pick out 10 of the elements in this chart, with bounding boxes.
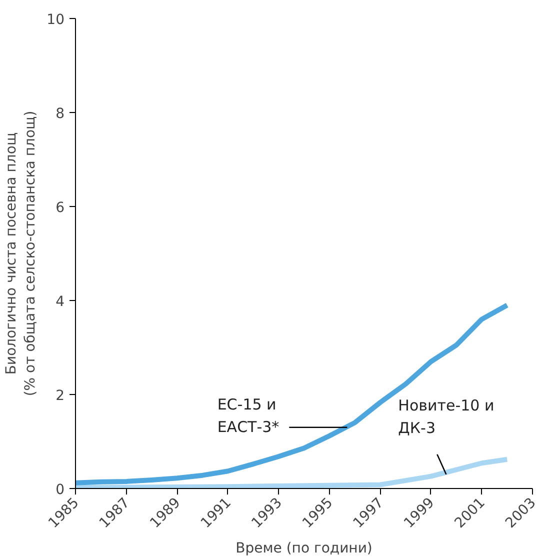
x-axis-title: Време (по години) xyxy=(236,540,372,556)
y-tick-label: 4 xyxy=(56,294,65,310)
annotation: ЕС-15 и ЕАСТ-3* xyxy=(217,395,280,436)
annotation: Новите-10 и ДК-3 xyxy=(398,396,494,437)
y-tick-label: 8 xyxy=(56,106,65,122)
y-tick-label: 2 xyxy=(56,388,65,404)
y-axis-title: Биологично чиста посевна площ (% от общата селско-стопанска площ) xyxy=(3,110,39,396)
y-tick-label: 0 xyxy=(56,482,65,498)
y-tick-label: 10 xyxy=(46,12,65,28)
y-tick-label: 6 xyxy=(56,200,65,216)
